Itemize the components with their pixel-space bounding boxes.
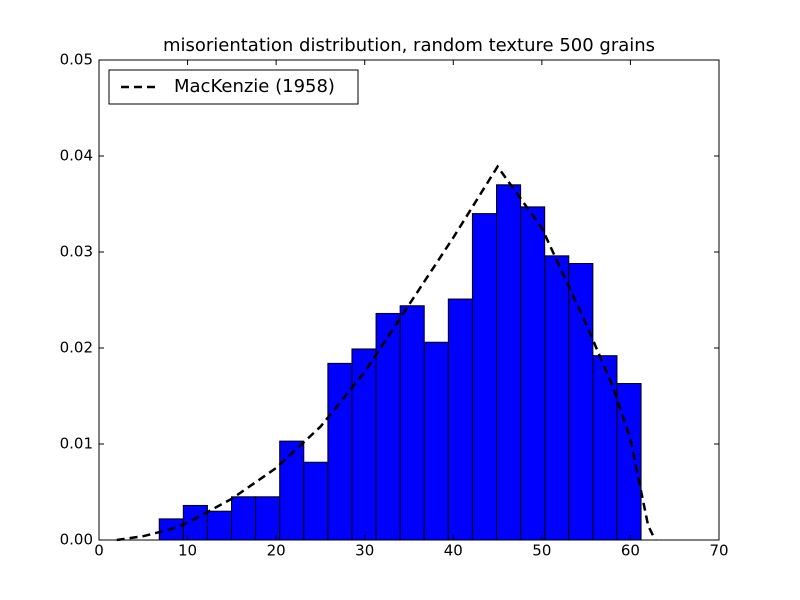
bar bbox=[520, 206, 546, 541]
bar bbox=[206, 510, 233, 541]
y-tick-label: 0.00 bbox=[60, 531, 93, 549]
y-tick-label: 0.04 bbox=[60, 147, 93, 165]
x-tick-label: 20 bbox=[267, 542, 286, 560]
y-tick-label: 0.03 bbox=[60, 243, 93, 261]
y-tick-label: 0.01 bbox=[60, 435, 93, 453]
bar bbox=[592, 355, 618, 541]
bar bbox=[471, 213, 498, 541]
bar bbox=[327, 362, 353, 541]
bar bbox=[351, 348, 377, 541]
bar bbox=[423, 341, 449, 541]
bar bbox=[255, 496, 281, 541]
bar bbox=[279, 440, 305, 541]
bar bbox=[399, 305, 425, 541]
plot-frame bbox=[98, 59, 720, 541]
legend-label: MacKenzie (1958) bbox=[174, 76, 335, 97]
x-tick-label: 50 bbox=[532, 542, 551, 560]
bar bbox=[544, 255, 570, 541]
bar bbox=[616, 383, 642, 541]
x-tick-label: 40 bbox=[444, 542, 463, 560]
x-tick-label: 0 bbox=[94, 542, 104, 560]
x-tick-label: 60 bbox=[621, 542, 640, 560]
bar bbox=[496, 184, 522, 541]
chart-title: misorientation distribution, random text… bbox=[163, 35, 655, 56]
bar bbox=[231, 496, 257, 541]
line-series bbox=[116, 164, 657, 542]
bar bbox=[303, 461, 329, 541]
bar bbox=[447, 298, 473, 541]
x-tick-label: 30 bbox=[355, 542, 374, 560]
bar bbox=[375, 312, 401, 541]
y-tick-label: 0.05 bbox=[60, 51, 93, 69]
x-tick-label: 70 bbox=[709, 542, 728, 560]
bar bbox=[568, 263, 594, 541]
x-tick-label: 10 bbox=[178, 542, 197, 560]
y-tick-label: 0.02 bbox=[60, 339, 93, 357]
